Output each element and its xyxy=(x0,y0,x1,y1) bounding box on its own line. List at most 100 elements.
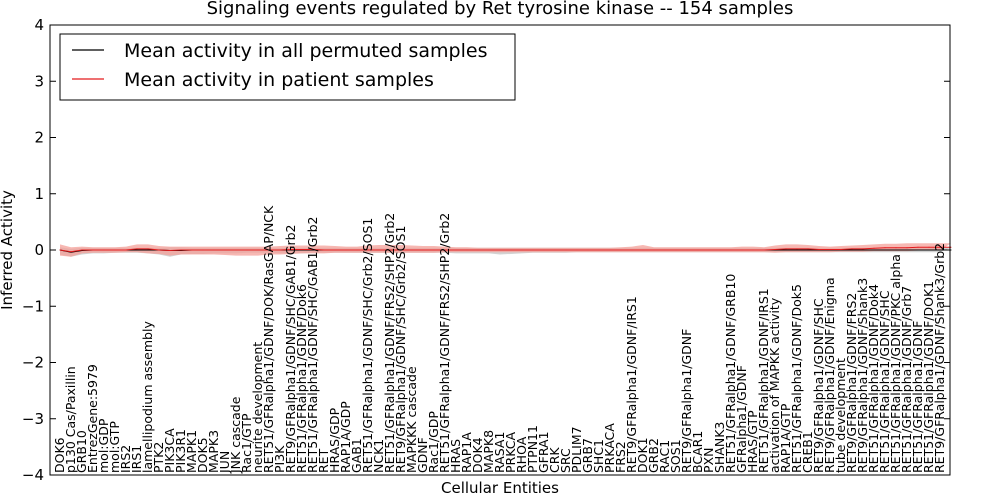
data-point-patient xyxy=(950,246,952,248)
data-point-patient xyxy=(246,249,248,251)
category-label: RAC1 xyxy=(657,440,672,473)
category-label: RET51/GFRalpha1/GDNF/IRS1 xyxy=(756,288,771,473)
data-point-patient xyxy=(158,249,160,251)
data-point-permuted xyxy=(147,249,149,251)
data-point-patient xyxy=(785,248,787,250)
category-label: RET51/GFRalpha1/GDNF/Dok5 xyxy=(789,284,804,473)
category-label: PIK3R1 xyxy=(173,429,188,473)
category-label: RAP1A/GTP xyxy=(778,403,793,473)
category-label: RET51/GFRalpha1/GDNF/Dok6 xyxy=(294,284,309,473)
y-tick-label: −3 xyxy=(22,410,44,428)
data-point-patient xyxy=(906,247,908,249)
legend-box xyxy=(59,33,516,101)
data-point-patient xyxy=(928,246,930,248)
data-point-patient xyxy=(301,248,303,250)
category-label: MAPK8 xyxy=(481,430,496,473)
series-lines xyxy=(59,246,952,253)
data-point-patient xyxy=(807,248,809,250)
y-tick-label: 3 xyxy=(34,72,44,90)
category-label: RET xyxy=(316,448,331,473)
data-point-patient xyxy=(642,249,644,251)
data-point-patient xyxy=(213,249,215,251)
y-tick-label: −2 xyxy=(22,354,44,372)
category-label: GRB10 xyxy=(74,430,89,473)
data-point-patient xyxy=(752,249,754,251)
data-point-patient xyxy=(741,249,743,251)
data-point-patient xyxy=(510,249,512,251)
category-label: BCAR1 xyxy=(690,431,705,473)
category-label: RET51/GFRalpha1/GDNF/SHC/Grb2/SOS1 xyxy=(360,218,375,473)
y-axis: −4 −3 −2 −1 0 1 2 3 4 xyxy=(22,16,950,484)
category-label: PTPN11 xyxy=(525,425,540,473)
data-point-patient xyxy=(466,249,468,251)
data-point-permuted xyxy=(928,249,930,251)
category-label: RET51/GFRalpha1/GDNF/PKC alpha xyxy=(888,254,903,473)
data-point-patient xyxy=(202,249,204,251)
category-label: PDLIM7 xyxy=(569,426,584,473)
data-point-patient xyxy=(422,249,424,251)
category-label: JNK cascade xyxy=(228,396,243,474)
data-point-patient xyxy=(191,249,193,251)
y-tick-label: −4 xyxy=(22,466,44,484)
category-label: EntrezGene:5979 xyxy=(85,364,100,473)
data-point-patient xyxy=(917,246,919,248)
data-point-permuted xyxy=(884,249,886,251)
category-label: mol:GDP xyxy=(96,418,111,473)
data-point-patient xyxy=(312,248,314,250)
data-point-permuted xyxy=(862,249,864,251)
category-label: CRK xyxy=(547,447,562,473)
data-point-patient xyxy=(587,249,589,251)
category-label: mol:GTP xyxy=(107,421,122,473)
data-point-patient xyxy=(598,249,600,251)
data-point-patient xyxy=(730,249,732,251)
data-point-permuted xyxy=(906,249,908,251)
category-label: PRKACA xyxy=(602,423,617,473)
data-point-patient xyxy=(543,249,545,251)
data-point-patient xyxy=(697,249,699,251)
data-point-patient xyxy=(884,247,886,249)
data-point-patient xyxy=(554,249,556,251)
data-point-patient xyxy=(279,249,281,251)
data-point-patient xyxy=(477,249,479,251)
legend: Mean activity in all permuted samples Me… xyxy=(59,33,516,101)
legend-label-patient: Mean activity in patient samples xyxy=(124,69,434,91)
data-point-patient xyxy=(829,248,831,250)
category-label: PTK2 xyxy=(151,442,166,473)
data-point-patient xyxy=(433,249,435,251)
data-point-patient xyxy=(675,249,677,251)
category-label: RET51/GFRalpha1/GDNF/SHC/GAB1/Grb2 xyxy=(305,217,320,473)
category-label: HRAS/GDP xyxy=(327,407,342,473)
data-point-patient xyxy=(818,248,820,250)
data-point-patient xyxy=(378,249,380,251)
data-point-patient xyxy=(180,249,182,251)
category-label: RET51/GFRalpha1/GDNF/DOK1 xyxy=(921,281,936,473)
category-label: RET9/GFRalpha1/GDNF/SHC/Grb2/SOS1 xyxy=(393,226,408,473)
category-label: DOK5 xyxy=(195,437,210,473)
data-point-patient xyxy=(257,249,259,251)
category-label: RET51/GFRalpha1/GDNF/Grb7 xyxy=(899,286,914,473)
data-point-permuted xyxy=(785,249,787,251)
category-label: RET9/GFRalpha1/GDNF/FRS2 xyxy=(844,293,859,473)
category-label: DOK4 xyxy=(470,437,485,473)
data-point-patient xyxy=(499,249,501,251)
category-label: NCK1 xyxy=(371,439,386,473)
data-point-patient xyxy=(609,249,611,251)
category-label: GFRalpha1/GDNF xyxy=(734,365,749,473)
category-label: RET9/GFRalpha1/GDNF/Shank3/Grb2 xyxy=(932,243,947,473)
category-label: RET51/GFRalpha1/GDNF/FRS2/SHP2/Grb2 xyxy=(382,213,397,473)
y-tick-label: 0 xyxy=(34,241,44,259)
data-point-patient xyxy=(708,249,710,251)
data-point-patient xyxy=(686,249,688,251)
data-point-patient xyxy=(796,248,798,250)
data-point-patient xyxy=(631,249,633,251)
category-label: SHC1 xyxy=(591,439,606,473)
data-point-patient xyxy=(356,249,358,251)
category-label: HRAS/GTP xyxy=(745,410,760,473)
data-point-patient xyxy=(873,247,875,249)
data-point-patient xyxy=(81,249,83,251)
category-label: RET9/GFRalpha1/GDNF xyxy=(679,329,694,473)
data-point-patient xyxy=(290,248,292,250)
data-point-patient xyxy=(664,249,666,251)
data-point-patient xyxy=(268,249,270,251)
